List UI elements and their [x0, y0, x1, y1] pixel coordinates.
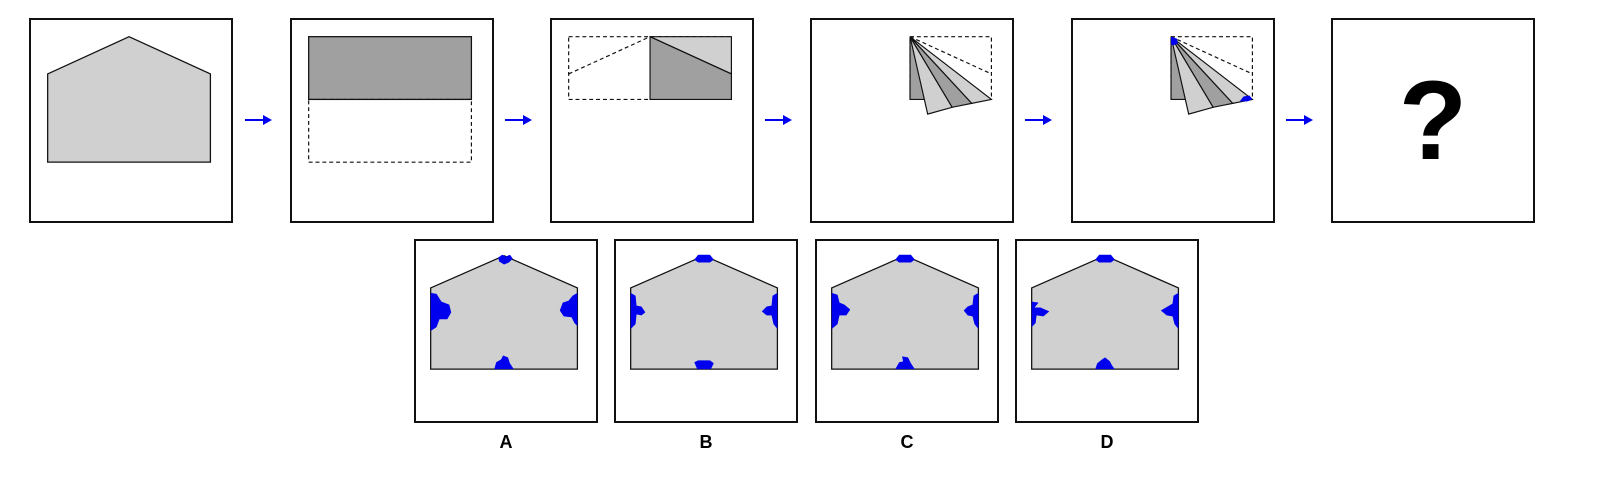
hole-mark [1095, 357, 1115, 370]
paper-pentagon [630, 254, 779, 370]
fold-crease [1170, 36, 1253, 75]
step-3-figure [568, 35, 732, 101]
fan-layer-4 [909, 36, 993, 104]
paper-pentagon [1031, 254, 1180, 370]
paper-dark-layer [649, 35, 732, 101]
step-5-panel [1071, 18, 1275, 223]
step-2-figure [308, 36, 473, 163]
hole-mark [630, 292, 646, 330]
hole-mark [559, 292, 578, 327]
hole-mark [831, 292, 851, 330]
option-b-panel[interactable] [614, 239, 798, 423]
paper-pentagon [430, 254, 579, 370]
option-d-figure [1031, 254, 1180, 370]
option-b-label[interactable]: B [699, 432, 713, 452]
hole-mark [494, 355, 514, 370]
option-a-label[interactable]: A [499, 432, 513, 452]
hole-mark [895, 254, 915, 263]
option-a-panel[interactable] [414, 239, 598, 423]
hole-mark [1031, 301, 1050, 328]
option-d-panel[interactable] [1015, 239, 1199, 423]
option-b-figure [630, 254, 779, 370]
option-c-label[interactable]: C [900, 432, 914, 452]
arrow-icon [1025, 115, 1052, 125]
question-mark: ? [1398, 58, 1468, 183]
hole-mark [694, 360, 714, 370]
hole-mark [895, 356, 915, 370]
option-d-label[interactable]: D [1100, 432, 1114, 452]
question-panel: ? [1331, 18, 1535, 223]
fold-crease [909, 36, 992, 75]
step-1-figure [47, 35, 212, 163]
arrow-icon [765, 115, 792, 125]
hole-mark [761, 292, 778, 330]
arrow-icon [505, 115, 532, 125]
fold-outline [308, 98, 472, 163]
folded-top-half [308, 36, 473, 101]
hole-mark [963, 292, 979, 330]
step-4-figure [909, 36, 993, 115]
fold-crease [568, 36, 651, 75]
hole-mark [430, 292, 452, 331]
hole-mark [1239, 95, 1253, 102]
hole-mark [498, 254, 513, 265]
step-4-panel [810, 18, 1014, 223]
hole-mark [1160, 292, 1179, 330]
option-a-figure [430, 254, 579, 370]
option-c-panel[interactable] [815, 239, 999, 423]
arrow-icon [1286, 115, 1313, 125]
step-1-panel [29, 18, 233, 223]
hole-mark [1171, 36, 1178, 46]
paper-pentagon [831, 254, 980, 370]
paper-pentagon [47, 35, 212, 163]
arrow-icon [245, 115, 272, 125]
hole-mark [694, 254, 714, 263]
step-3-panel [550, 18, 754, 223]
hole-mark [1095, 254, 1115, 263]
step-2-panel [290, 18, 494, 223]
step-5-figure [1170, 36, 1254, 115]
option-c-figure [831, 254, 980, 370]
